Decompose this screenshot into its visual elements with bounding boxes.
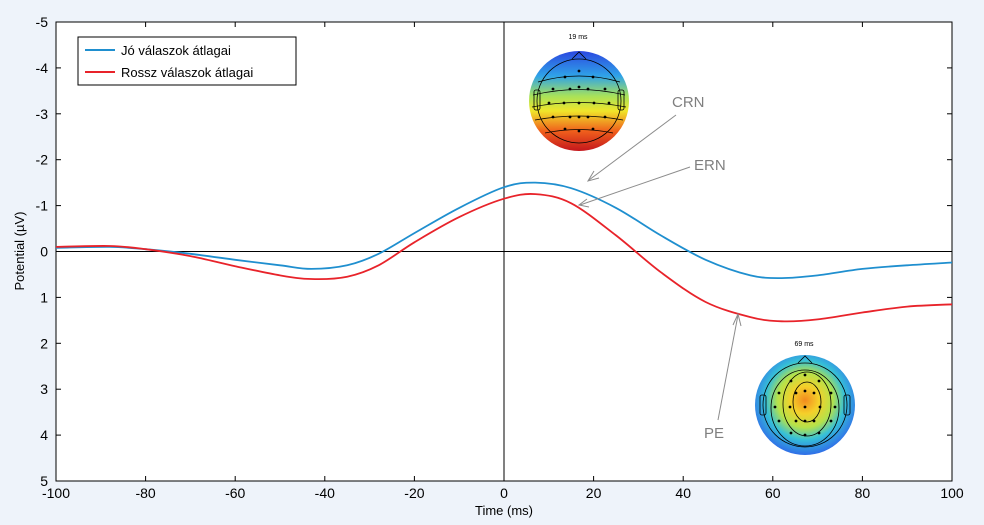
- electrode-dot: [568, 87, 572, 91]
- x-tick-label: -100: [42, 485, 70, 501]
- y-tick-label: -1: [36, 198, 49, 214]
- electrode-dot: [577, 69, 581, 73]
- legend-label-jo: Jó válaszok átlagai: [121, 43, 231, 58]
- electrode-dot: [568, 115, 572, 119]
- electrode-dot: [788, 405, 792, 409]
- topomap-caption: 19 ms: [568, 34, 588, 41]
- electrode-dot: [777, 419, 781, 423]
- series-group: [55, 181, 953, 323]
- y-tick-label: 2: [40, 335, 48, 351]
- electrode-dot: [803, 433, 807, 437]
- electrodes-69ms: [773, 373, 837, 437]
- x-tick-label: -40: [315, 485, 335, 501]
- scalp-contours: [759, 355, 851, 448]
- axis-ticks: -100 -80 -60 -40 -20 0 20 40 60 80 100 -5 -4 -3 -2 -1 0 1…: [36, 14, 964, 501]
- electrode-dot: [794, 391, 798, 395]
- scalp-map-image: [755, 355, 855, 455]
- electrode-dot: [577, 101, 581, 105]
- x-axis-label: Time (ms): [475, 503, 533, 518]
- electrode-dot: [812, 419, 816, 423]
- electrode-dot: [803, 373, 807, 377]
- y-tick-label: 3: [40, 381, 48, 397]
- y-tick-label: -5: [36, 14, 49, 30]
- electrode-dot: [794, 419, 798, 423]
- series-line-0: [55, 181, 953, 280]
- electrodes-19ms: [547, 69, 611, 133]
- electrode-dot: [817, 431, 821, 435]
- x-tick-label: -60: [225, 485, 245, 501]
- zero-reference-lines: [56, 22, 952, 481]
- electrode-dot: [818, 405, 822, 409]
- x-tick-label: 80: [855, 485, 871, 501]
- topomap-69ms: 69 ms: [755, 341, 855, 455]
- electrode-dot: [551, 87, 555, 91]
- electrode-dot: [586, 87, 590, 91]
- annotation-pe-arrow: [717, 314, 739, 421]
- electrode-dot: [586, 115, 590, 119]
- electrode-dot: [591, 75, 595, 79]
- legend-label-rossz: Rossz válaszok átlagai: [121, 65, 253, 80]
- y-tick-label: -3: [36, 106, 49, 122]
- electrode-dot: [607, 101, 611, 105]
- topomap-19ms: 19 ms: [529, 34, 629, 151]
- annotation-ern: ERN: [694, 157, 726, 174]
- annotation-crn: CRN: [672, 94, 705, 111]
- x-tick-label: 20: [586, 485, 602, 501]
- annotation-ern-arrow: [579, 166, 691, 206]
- electrode-dot: [603, 87, 607, 91]
- y-tick-label: 1: [40, 289, 48, 305]
- legend: Jó válaszok átlagai Rossz válaszok átlag…: [77, 36, 297, 86]
- electrode-dot: [562, 101, 566, 105]
- topomap-caption: 69 ms: [794, 341, 814, 348]
- x-tick-label: -80: [135, 485, 155, 501]
- electrode-dot: [577, 129, 581, 133]
- electrode-dot: [829, 391, 833, 395]
- y-tick-label: -2: [36, 152, 49, 168]
- x-tick-label: 100: [940, 485, 964, 501]
- annotation-crn-arrow: [588, 114, 677, 181]
- electrode-dot: [551, 115, 555, 119]
- electrode-dot: [803, 419, 807, 423]
- arrowhead: [732, 312, 742, 327]
- y-tick-label: 4: [40, 427, 48, 443]
- x-tick-label: 0: [500, 485, 508, 501]
- electrode-dot: [603, 115, 607, 119]
- electrode-dot: [803, 389, 807, 393]
- electrode-dot: [817, 379, 821, 383]
- electrode-dot: [563, 127, 567, 131]
- legend-box: [77, 36, 297, 86]
- electrode-dot: [547, 101, 551, 105]
- y-axis-label: Potential (µV): [12, 211, 27, 290]
- electrode-dot: [833, 405, 837, 409]
- y-tick-label: -4: [36, 60, 49, 76]
- electrode-dot: [789, 431, 793, 435]
- electrode-dot: [577, 115, 581, 119]
- electrode-dot: [773, 405, 777, 409]
- series-line-1: [55, 193, 953, 323]
- arrowhead: [577, 198, 590, 208]
- y-tick-label: 0: [40, 244, 48, 260]
- electrode-dot: [592, 101, 596, 105]
- x-tick-label: 40: [675, 485, 691, 501]
- arrowhead: [586, 170, 600, 182]
- electrode-dot: [812, 391, 816, 395]
- electrode-dot: [777, 391, 781, 395]
- electrode-dot: [803, 405, 807, 409]
- x-tick-label: 60: [765, 485, 781, 501]
- electrode-dot: [563, 75, 567, 79]
- scalp-map-image: [529, 51, 629, 151]
- electrode-dot: [829, 419, 833, 423]
- y-tick-label: 5: [40, 473, 48, 489]
- electrode-dot: [577, 85, 581, 89]
- annotations: CRN ERN PE: [577, 94, 742, 442]
- electrode-dot: [789, 379, 793, 383]
- x-tick-label: -20: [404, 485, 424, 501]
- electrode-dot: [591, 127, 595, 131]
- annotation-pe: PE: [704, 425, 724, 442]
